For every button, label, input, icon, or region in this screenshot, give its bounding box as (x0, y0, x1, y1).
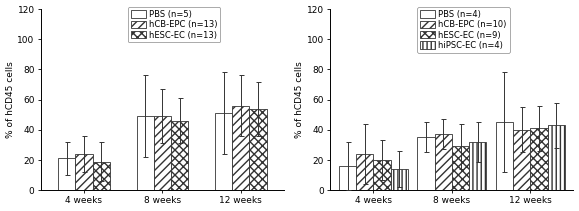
Bar (513, 130, 530, 190)
Legend: PBS (n=4), hCB-EPC (n=10), hESC-EC (n=9), hiPSC-EC (n=4): PBS (n=4), hCB-EPC (n=10), hESC-EC (n=9)… (417, 7, 510, 53)
Bar (171, 121, 188, 190)
Bar (417, 137, 435, 190)
Bar (137, 116, 154, 190)
Bar (548, 125, 565, 190)
Y-axis label: % of hCD45 cells: % of hCD45 cells (295, 61, 304, 138)
Bar (356, 154, 373, 190)
Legend: PBS (n=5), hCB-EPC (n=13), hESC-EC (n=13): PBS (n=5), hCB-EPC (n=13), hESC-EC (n=13… (127, 7, 220, 42)
Bar (469, 142, 486, 190)
Bar (215, 113, 232, 190)
Bar (435, 134, 452, 190)
Bar (496, 122, 513, 190)
Bar (58, 158, 75, 190)
Bar (339, 166, 356, 190)
Bar (93, 161, 110, 190)
Bar (452, 146, 469, 190)
Y-axis label: % of hCD45 cells: % of hCD45 cells (6, 61, 14, 138)
Bar (373, 160, 391, 190)
Bar (154, 116, 171, 190)
Bar (530, 128, 548, 190)
Bar (391, 169, 408, 190)
Bar (250, 109, 267, 190)
Bar (75, 154, 93, 190)
Bar (232, 106, 250, 190)
